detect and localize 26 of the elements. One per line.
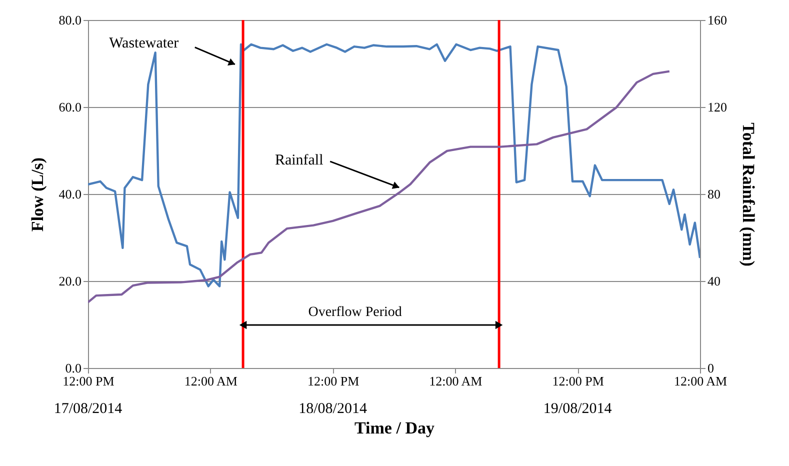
y-tick-label: 20.0 xyxy=(58,274,82,288)
annotation: Rainfall xyxy=(274,152,324,168)
y2-tick-label: 160 xyxy=(708,12,727,28)
text: 18/08/2014 xyxy=(298,401,368,417)
y2-axis-title: Total Rainfall (mm) xyxy=(739,122,758,266)
y-tick-label: 80.0 xyxy=(58,12,82,28)
y2-tick-label: 0 xyxy=(708,360,714,376)
x-tick-label: 12:00 AM xyxy=(429,374,483,388)
x-tick-label: 12:00 AM xyxy=(184,374,238,388)
x-tick-label: 12:00 PM xyxy=(62,374,115,388)
annotation: Wastewater xyxy=(109,35,179,52)
y-tick-label: 60.0 xyxy=(58,100,82,114)
x-tick-label: 12:00 PM xyxy=(307,374,360,388)
y-tick-label: 0.0 xyxy=(65,360,82,376)
text: 19/08/2014 xyxy=(543,401,612,417)
annotation: Overflow Period xyxy=(308,305,402,320)
y-axis-title: Flow (L/s) xyxy=(28,157,47,232)
y2-tick-label: 40 xyxy=(708,274,720,288)
x-tick-label: 12:00 AM xyxy=(674,374,728,388)
text: 17/08/2014 xyxy=(54,401,123,417)
line-series xyxy=(88,70,670,304)
y2-tick-label: 80 xyxy=(708,186,720,202)
x-axis-title: Time / Day xyxy=(354,418,435,438)
y2-tick-label: 120 xyxy=(708,100,727,114)
y-tick-label: 40.0 xyxy=(58,186,82,202)
x-tick-label: 12:00 PM xyxy=(552,374,604,388)
